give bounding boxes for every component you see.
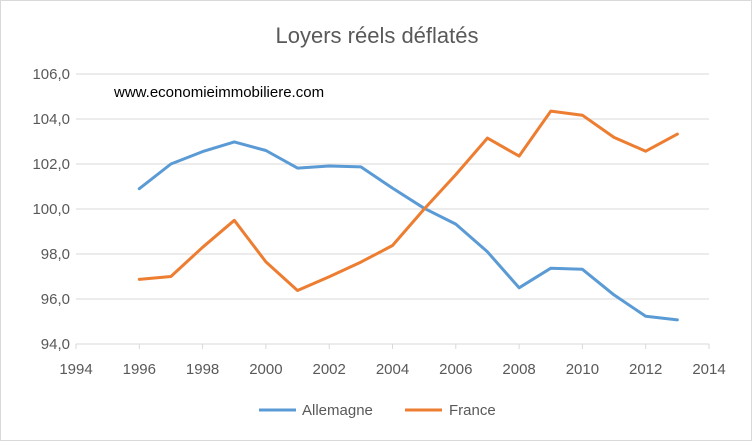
x-tick-label: 2012: [629, 361, 662, 378]
watermark-text: www.economieimmobiliere.com: [113, 84, 324, 101]
legend-label-france: France: [449, 402, 496, 419]
series-line-france: [137, 109, 679, 292]
series-line-allemagne: [137, 140, 679, 322]
x-tick-label: 2002: [313, 361, 346, 378]
y-tick-label: 94,0: [41, 336, 70, 353]
chart-title: Loyers réels déflatés: [276, 23, 479, 48]
x-axis-ticks: 1994 1996 1998 2000 2002 2004 2006 2008 2010 2012…: [59, 344, 726, 378]
y-tick-label: 102,0: [32, 156, 70, 173]
y-tick-label: 100,0: [32, 201, 70, 218]
x-tick-label: 2008: [502, 361, 535, 378]
series-layer: [137, 109, 679, 322]
x-tick-label: 1994: [59, 361, 92, 378]
x-tick-label: 1998: [186, 361, 219, 378]
y-tick-label: 104,0: [32, 111, 70, 128]
y-tick-label: 106,0: [32, 66, 70, 83]
gridlines: [76, 73, 709, 300]
y-tick-label: 98,0: [41, 246, 70, 263]
y-tick-label: 96,0: [41, 291, 70, 308]
x-tick-label: 1996: [123, 361, 156, 378]
x-tick-label: 2000: [249, 361, 282, 378]
x-tick-label: 2010: [566, 361, 599, 378]
x-tick-label: 2014: [692, 361, 725, 378]
x-tick-label: 2006: [439, 361, 472, 378]
legend-label-allemagne: Allemagne: [302, 402, 373, 419]
legend: Allemagne France: [259, 402, 496, 419]
y-axis-ticks: 94,0 96,0 98,0 100,0 102,0 104,0 106,0: [32, 66, 70, 353]
x-tick-label: 2004: [376, 361, 409, 378]
